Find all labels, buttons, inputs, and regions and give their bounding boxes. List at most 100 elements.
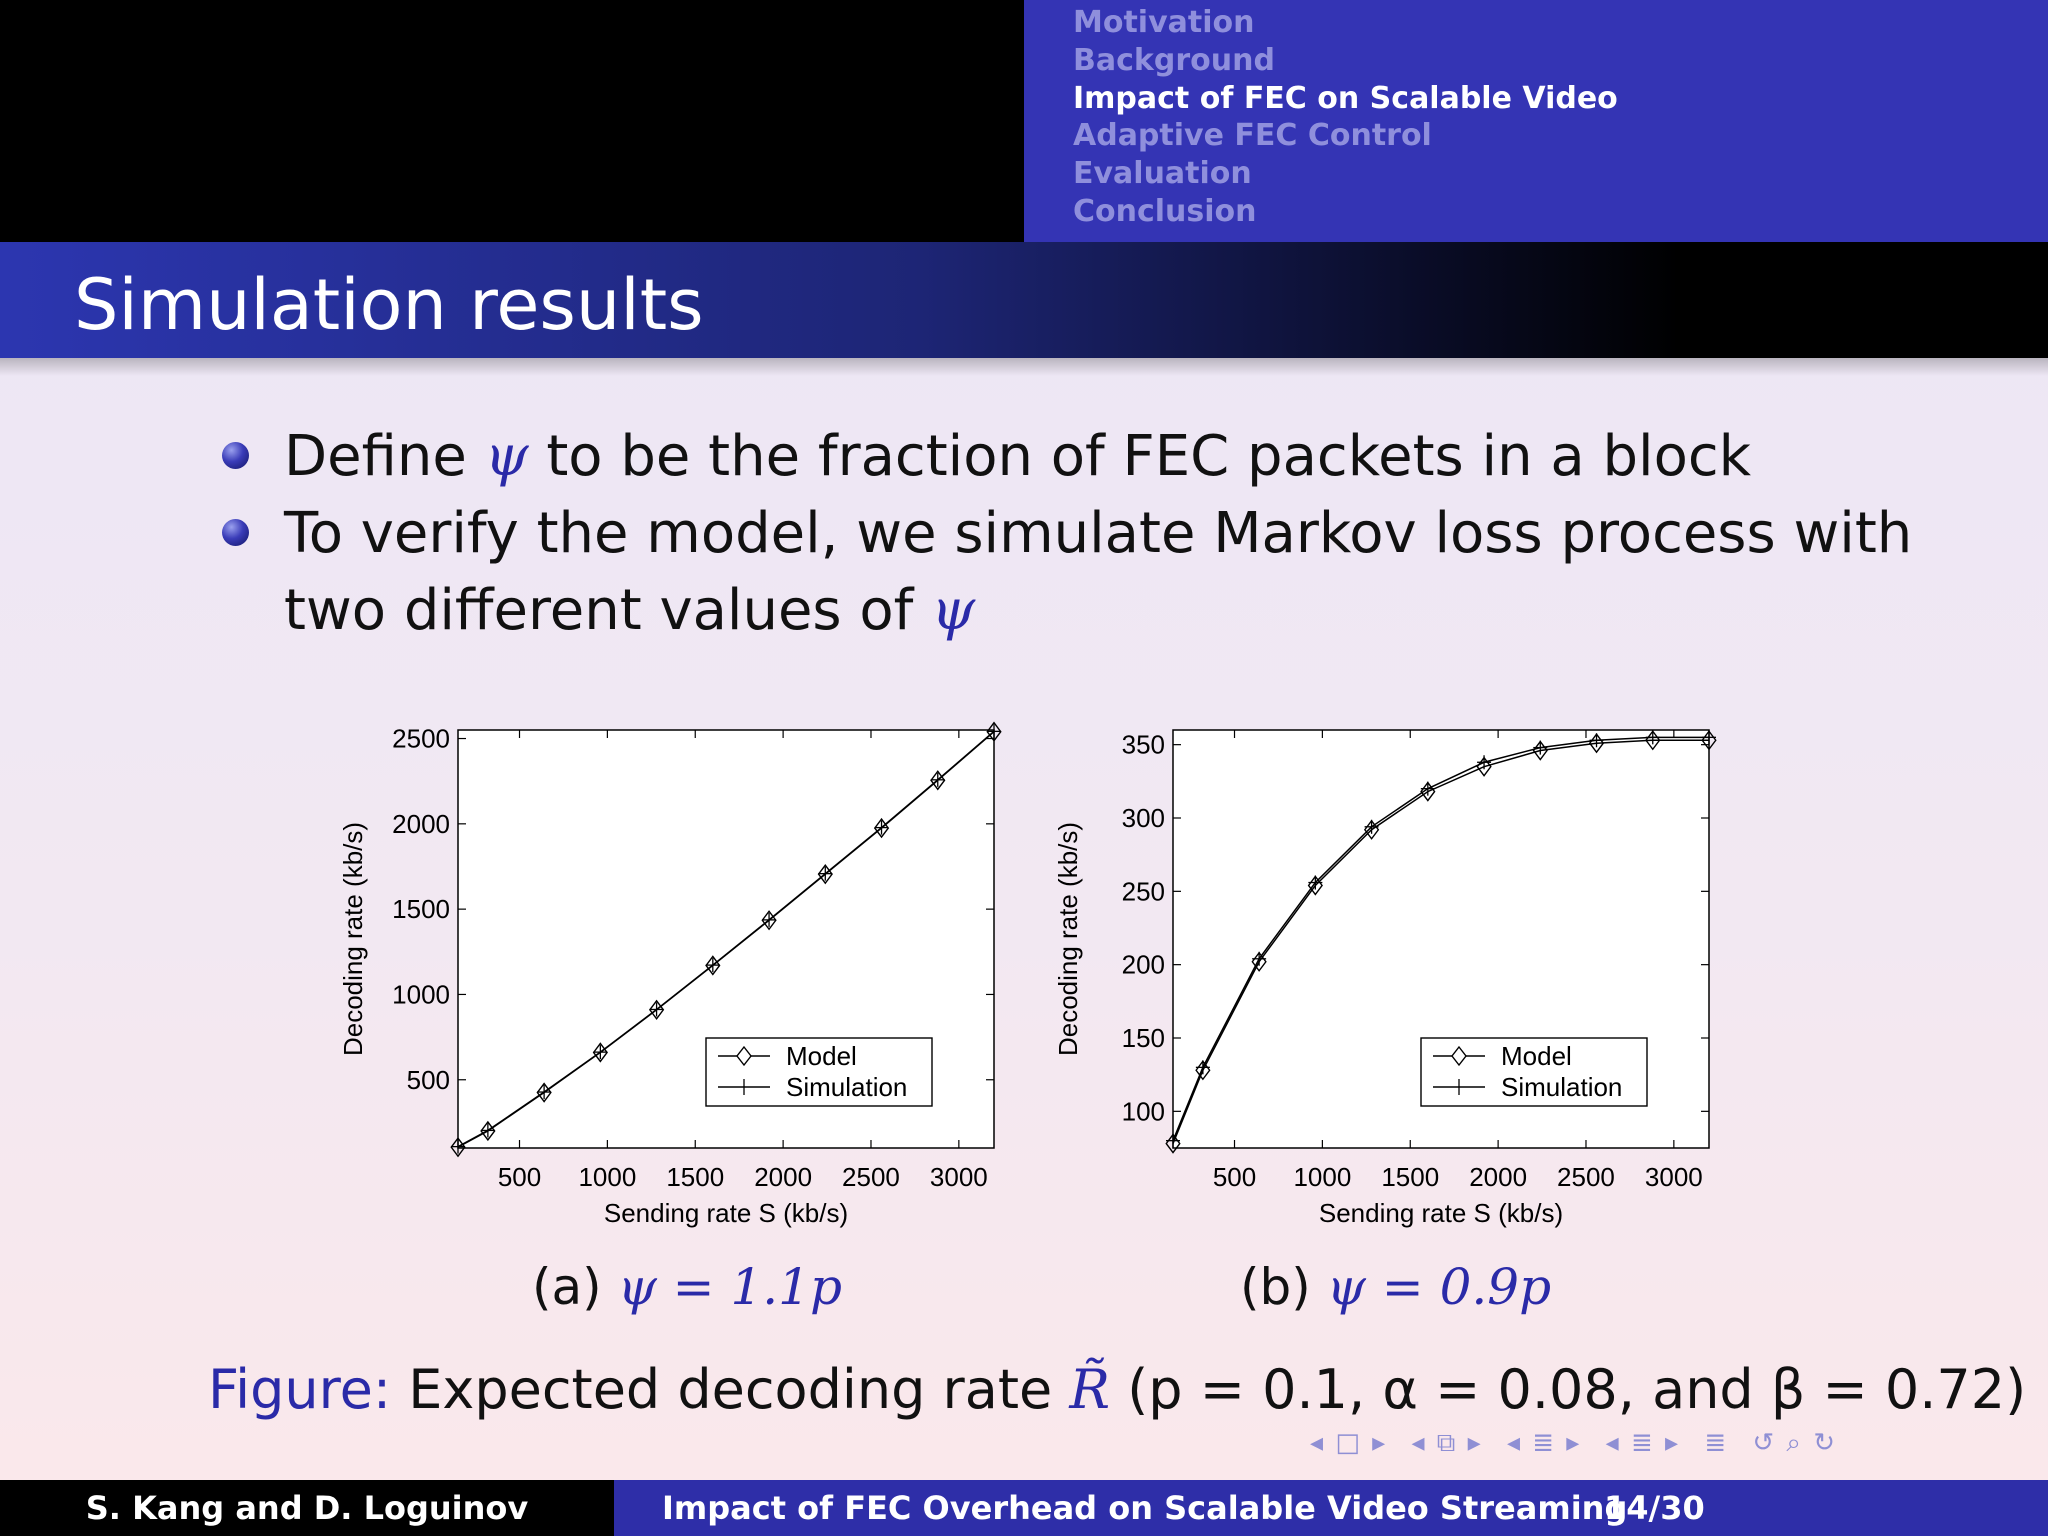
x-tick-label: 2000: [1469, 1162, 1527, 1192]
figure-label: Figure:: [208, 1358, 392, 1421]
data-point-simulation: [1533, 740, 1548, 755]
data-point-simulation: [762, 912, 777, 927]
page-number: 14/30: [1604, 1489, 1705, 1527]
subcaption-b: (b) ψ = 0.9p: [1240, 1258, 1551, 1316]
r-tilde-symbol: R̃: [1069, 1358, 1111, 1421]
chart-svg: 500 1000 1500 2000 2500 3000 500 1000 1500 2000 25…: [338, 721, 1002, 1228]
data-point-simulation: [1308, 875, 1323, 890]
data-point-simulation: [1702, 730, 1716, 745]
bullet-icon: [222, 442, 249, 469]
toc-icon[interactable]: ≣: [1704, 1428, 1729, 1458]
slide-title: Simulation results: [74, 264, 704, 346]
title-shadow: [0, 358, 2048, 376]
nav-item-background[interactable]: Background: [1073, 42, 1275, 78]
data-point-simulation: [1477, 755, 1492, 770]
data-point-simulation: [874, 820, 889, 835]
y-axis-label: Decoding rate (kb/s): [1053, 822, 1083, 1056]
chart-b: 500 1000 1500 2000 2500 3000 100 150 200 250 300 35…: [1045, 700, 1735, 1240]
subcaption-math: ψ = 1.1p: [617, 1258, 842, 1316]
data-point-simulation: [930, 772, 945, 787]
y-tick-label: 100: [1122, 1096, 1165, 1126]
nav-item-impact-of-fec[interactable]: Impact of FEC on Scalable Video: [1073, 80, 1618, 116]
bullet-item: Define ψ to be the fraction of FEC packe…: [222, 418, 1864, 495]
x-tick-label: 1500: [1381, 1162, 1439, 1192]
data-point-simulation: [1420, 781, 1435, 796]
y-tick-label: 300: [1122, 803, 1165, 833]
data-point-simulation: [705, 958, 720, 973]
psi-symbol: ψ: [931, 578, 976, 643]
section-nav-icon[interactable]: ◂ ≣ ▸: [1506, 1428, 1582, 1458]
legend-label: Model: [1501, 1041, 1572, 1071]
subsection-nav-icon[interactable]: ◂ ⧉ ▸: [1411, 1428, 1483, 1458]
nav-item-adaptive-fec-control[interactable]: Adaptive FEC Control: [1073, 118, 1432, 154]
data-point-simulation: [1195, 1060, 1210, 1075]
legend-label: Simulation: [1501, 1072, 1622, 1102]
data-point-simulation: [593, 1045, 608, 1060]
y-tick-label: 2500: [392, 724, 450, 754]
y-tick-label: 2000: [392, 809, 450, 839]
bullet-item: To verify the model, we simulate Markov …: [222, 495, 1912, 649]
chart-svg: 500 1000 1500 2000 2500 3000 100 150 200 250 300 35…: [1053, 729, 1717, 1228]
x-tick-label: 1000: [1293, 1162, 1351, 1192]
bullet-text: to be the fraction of FEC packets in a b…: [546, 424, 1752, 489]
legend-label: Model: [786, 1041, 857, 1071]
x-tick-label: 3000: [930, 1162, 988, 1192]
data-point-simulation: [1589, 733, 1604, 748]
x-tick-label: 3000: [1645, 1162, 1703, 1192]
section-navigation: Motivation Background Impact of FEC on S…: [1073, 4, 1618, 231]
nav-item-motivation[interactable]: Motivation: [1073, 5, 1255, 40]
data-point-simulation: [480, 1123, 495, 1138]
legend-label: Simulation: [786, 1072, 907, 1102]
figure-params: (p = 0.1, α = 0.08, and β = 0.72): [1127, 1358, 2027, 1421]
bullet-list: Define ψ to be the fraction of FEC packe…: [222, 418, 1912, 649]
title-bar: Simulation results: [0, 242, 2048, 358]
nav-item-conclusion[interactable]: Conclusion: [1073, 193, 1257, 229]
x-tick-label: 500: [498, 1162, 541, 1192]
bullet-text: Define: [284, 424, 467, 489]
data-point-simulation: [818, 866, 833, 881]
search-back-forward-icon[interactable]: ↺ ⌕ ↻: [1752, 1428, 1838, 1458]
data-point-simulation: [649, 1002, 664, 1017]
beamer-nav-controls: ◂ □ ▸ ◂ ⧉ ▸ ◂ ≣ ▸ ◂ ≣ ▸ ≣ ↺ ⌕ ↻: [1310, 1428, 1851, 1459]
bullet-icon: [222, 519, 249, 546]
x-tick-label: 1000: [578, 1162, 636, 1192]
data-point-simulation: [1364, 819, 1379, 834]
y-tick-label: 500: [407, 1065, 450, 1095]
data-point-model: [986, 721, 1002, 742]
y-tick-label: 1000: [392, 979, 450, 1009]
footer: S. Kang and D. Loguinov Impact of FEC Ov…: [0, 1480, 2048, 1536]
y-axis-label: Decoding rate (kb/s): [338, 822, 368, 1056]
legend-marker-diamond: [736, 1045, 752, 1067]
nav-item-evaluation[interactable]: Evaluation: [1073, 156, 1252, 192]
frame-nav-icon[interactable]: ◂ □ ▸: [1310, 1428, 1388, 1458]
document-nav-icon[interactable]: ◂ ≣ ▸: [1605, 1428, 1681, 1458]
header-left-panel: [0, 0, 1024, 242]
data-point-model: [930, 770, 946, 791]
footer-title: Impact of FEC Overhead on Scalable Video…: [662, 1489, 1628, 1527]
chart-a: 500 1000 1500 2000 2500 3000 500 1000 1500 2000 25…: [330, 700, 1020, 1240]
bullet-text: two different values of: [284, 578, 914, 643]
data-point-simulation: [987, 724, 1001, 739]
data-point-simulation: [1645, 730, 1660, 745]
bullet-text: To verify the model, we simulate Markov …: [284, 501, 1913, 566]
psi-symbol: ψ: [484, 424, 529, 489]
data-point-model: [817, 864, 833, 885]
x-tick-label: 2500: [842, 1162, 900, 1192]
subcaption-label: (b): [1240, 1258, 1311, 1316]
data-point-simulation: [451, 1139, 465, 1154]
data-point-model: [761, 910, 777, 931]
data-point-model: [873, 817, 890, 839]
figure-caption: Figure: Expected decoding rate R̃ (p = 0…: [208, 1358, 2026, 1421]
x-axis-label: Sending rate S (kb/s): [1319, 1198, 1563, 1228]
footer-right: Impact of FEC Overhead on Scalable Video…: [614, 1480, 2048, 1536]
data-point-simulation: [537, 1085, 552, 1100]
subcaption-label: (a): [532, 1258, 602, 1316]
data-point-simulation: [1252, 951, 1267, 966]
legend-marker-diamond: [1451, 1045, 1467, 1067]
x-tick-label: 1500: [666, 1162, 724, 1192]
subcaption-math: ψ = 0.9p: [1326, 1258, 1552, 1316]
data-point-simulation: [1166, 1133, 1180, 1148]
subcaption-a: (a) ψ = 1.1p: [532, 1258, 842, 1316]
